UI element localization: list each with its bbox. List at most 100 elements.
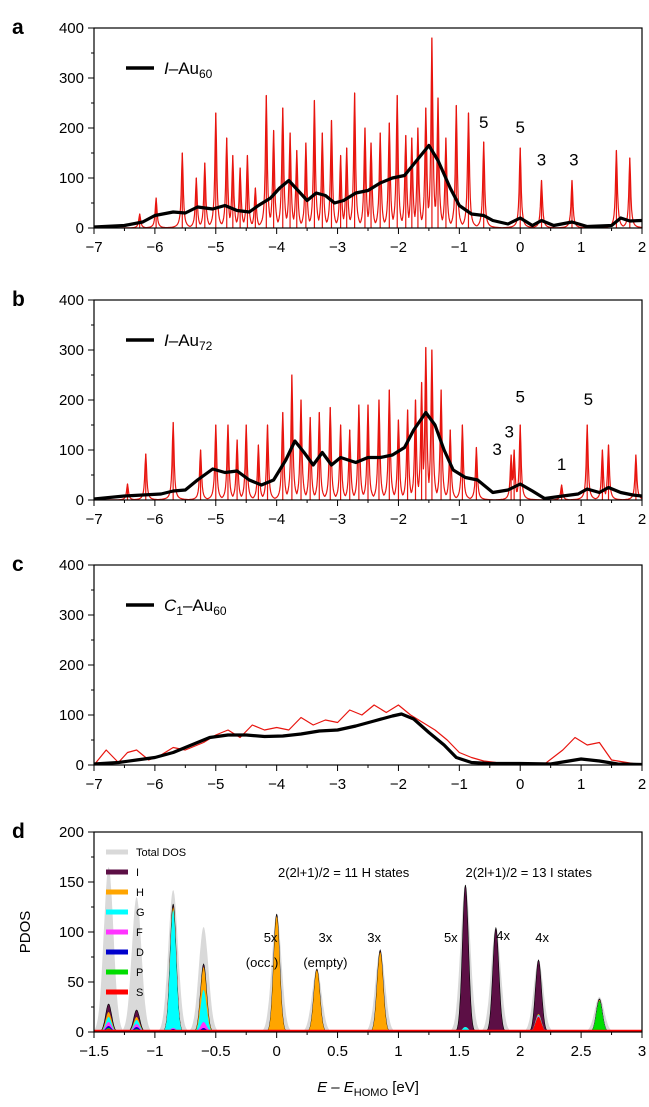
plot-frame: [93, 564, 643, 766]
state-annotation: 4x: [496, 928, 510, 943]
x-tick-label: 2: [516, 1043, 524, 1060]
x-tick-label: 0: [516, 511, 524, 528]
peak-degeneracy-label: 5: [515, 118, 524, 137]
panel-a: a5 53 3I–Au60−7 −6 −5 −4 −3 −2 −1 0 1 2010020030040…: [12, 16, 646, 256]
x-tick-label: −5: [207, 776, 224, 793]
state-annotation: 3x: [319, 930, 333, 945]
panel-c: c C1–Au60 −7 −6 −5 −4 −3 −2 −1 0 1 2 0 100 200 300 400: [12, 553, 646, 793]
series-dos-noisy: [94, 704, 642, 765]
panel-label: b: [12, 288, 25, 311]
x-tick-label: −3: [329, 239, 346, 256]
legend-label: S: [136, 987, 143, 999]
x-tick-label: −1: [451, 239, 468, 256]
legend-label: D: [136, 947, 144, 959]
y-tick-label: 100: [59, 707, 84, 724]
legend-label: P: [136, 967, 143, 979]
series-dos-sticks: [94, 37, 642, 228]
x-tick-label: 0: [516, 239, 524, 256]
legend-label: I: [136, 867, 139, 879]
x-tick-label: −1: [451, 776, 468, 793]
x-tick-label: −2: [390, 511, 407, 528]
series-broadened: [94, 410, 642, 500]
y-tick-label: 200: [59, 120, 84, 137]
state-annotation: (empty): [303, 955, 347, 970]
peak-degeneracy-label: 3: [492, 440, 501, 459]
y-tick-label: 100: [59, 924, 84, 941]
peak-degeneracy-label: 3: [505, 423, 514, 442]
state-annotation: 5x: [444, 930, 458, 945]
y-tick-label: 100: [59, 442, 84, 459]
y-tick-label: 0: [76, 757, 84, 774]
panel-label: d: [12, 820, 25, 843]
legend-label: I–Au72: [164, 331, 213, 353]
series-broadened: [94, 712, 642, 765]
state-annotation: 4x: [535, 930, 549, 945]
x-tick-label: 2: [638, 776, 646, 793]
x-tick-label: −7: [85, 776, 102, 793]
x-tick-label: −4: [268, 511, 285, 528]
x-tick-label: 1: [577, 511, 585, 528]
legend-label: H: [136, 887, 144, 899]
x-tick-label: −7: [85, 511, 102, 528]
x-tick-label: −1.5: [79, 1043, 109, 1060]
y-tick-label: 400: [59, 557, 84, 574]
plot-frame: [93, 27, 643, 229]
y-tick-label: 300: [59, 607, 84, 624]
x-tick-label: −6: [146, 511, 163, 528]
x-tick-label: −1: [451, 511, 468, 528]
y-axis-label: PDOS: [17, 911, 34, 954]
x-tick-label: 1: [577, 239, 585, 256]
plot-area: [94, 37, 642, 228]
x-tick-label: −3: [329, 776, 346, 793]
area-H: [94, 907, 642, 1032]
y-tick-label: 200: [59, 657, 84, 674]
y-tick-label: 400: [59, 20, 84, 37]
legend-label: I–Au60: [164, 59, 213, 81]
x-tick-label: −4: [268, 776, 285, 793]
plot-area: [94, 704, 642, 765]
legend-label: C1–Au60: [164, 596, 227, 618]
x-tick-label: 0: [272, 1043, 280, 1060]
y-tick-label: 300: [59, 342, 84, 359]
x-tick-label: 2: [638, 511, 646, 528]
peak-degeneracy-label: 1: [557, 455, 566, 474]
y-tick-label: 200: [59, 392, 84, 409]
x-tick-label: 2: [638, 239, 646, 256]
x-tick-label: −6: [146, 239, 163, 256]
y-tick-label: 0: [76, 220, 84, 237]
series-broadened: [94, 143, 642, 228]
x-tick-label: −1: [146, 1043, 163, 1060]
x-tick-label: 1: [394, 1043, 402, 1060]
x-tick-label: −4: [268, 239, 285, 256]
x-tick-label: −5: [207, 239, 224, 256]
legend-label: F: [136, 927, 143, 939]
plot-area: [94, 346, 642, 500]
panel-label: c: [12, 553, 24, 576]
y-tick-label: 0: [76, 492, 84, 509]
state-annotation: 5x: [264, 930, 278, 945]
state-annotation: 3x: [367, 930, 381, 945]
x-tick-label: −7: [85, 239, 102, 256]
x-tick-label: 0: [516, 776, 524, 793]
y-tick-label: 50: [67, 974, 84, 991]
y-tick-label: 0: [76, 1024, 84, 1041]
x-tick-label: −5: [207, 511, 224, 528]
x-tick-label: 1: [577, 776, 585, 793]
x-tick-label: 3: [638, 1043, 646, 1060]
y-tick-label: 100: [59, 170, 84, 187]
area-total-dos: [94, 867, 642, 1032]
x-axis-label: E – EHOMO [eV]: [317, 1079, 419, 1099]
state-annotation: (occ.): [246, 955, 279, 970]
y-tick-label: 400: [59, 292, 84, 309]
peak-degeneracy-label: 3: [569, 151, 578, 170]
x-tick-label: −2: [390, 776, 407, 793]
plot-area: [94, 867, 642, 1032]
x-tick-label: 0.5: [327, 1043, 348, 1060]
y-tick-label: 200: [59, 824, 84, 841]
peak-degeneracy-label: 5: [515, 388, 524, 407]
legend-label: Total DOS: [136, 847, 186, 859]
legend-label: G: [136, 907, 145, 919]
x-tick-label: −0.5: [201, 1043, 231, 1060]
